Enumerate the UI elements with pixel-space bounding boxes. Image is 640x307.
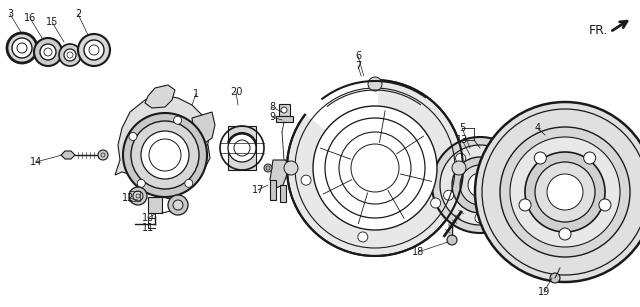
Circle shape: [599, 199, 611, 211]
Text: 12: 12: [122, 193, 134, 203]
Text: 17: 17: [252, 185, 264, 195]
Text: 2: 2: [75, 9, 81, 19]
Circle shape: [494, 153, 504, 163]
Text: 8: 8: [269, 102, 275, 112]
Circle shape: [78, 34, 110, 66]
Circle shape: [281, 107, 287, 113]
Circle shape: [7, 33, 37, 63]
Circle shape: [432, 137, 528, 233]
Circle shape: [460, 165, 500, 205]
Circle shape: [431, 198, 440, 208]
Circle shape: [534, 152, 547, 164]
Polygon shape: [61, 151, 75, 159]
Text: 11: 11: [142, 223, 154, 233]
Circle shape: [123, 113, 207, 197]
Polygon shape: [145, 85, 175, 108]
Circle shape: [133, 191, 143, 201]
Polygon shape: [280, 185, 286, 202]
Circle shape: [447, 235, 457, 245]
Circle shape: [510, 137, 620, 247]
Circle shape: [468, 173, 492, 197]
Polygon shape: [270, 160, 288, 188]
Circle shape: [64, 49, 76, 61]
Circle shape: [339, 132, 411, 204]
Polygon shape: [115, 95, 210, 192]
Circle shape: [301, 175, 311, 185]
Text: 14: 14: [30, 157, 42, 167]
Circle shape: [519, 199, 531, 211]
Circle shape: [525, 152, 605, 232]
Polygon shape: [188, 145, 210, 170]
Circle shape: [34, 38, 62, 66]
Circle shape: [131, 121, 199, 189]
Circle shape: [358, 232, 368, 242]
Circle shape: [559, 228, 571, 240]
Text: 9: 9: [269, 112, 275, 122]
Circle shape: [368, 77, 382, 91]
Circle shape: [535, 162, 595, 222]
Text: 10: 10: [142, 213, 154, 223]
Text: 13: 13: [456, 135, 468, 145]
Circle shape: [59, 44, 81, 66]
Text: 7: 7: [355, 61, 361, 71]
Circle shape: [40, 44, 56, 60]
Circle shape: [444, 190, 454, 200]
Polygon shape: [192, 112, 215, 143]
Circle shape: [550, 273, 560, 283]
Wedge shape: [303, 76, 378, 168]
Text: 6: 6: [355, 51, 361, 61]
Text: 16: 16: [24, 13, 36, 23]
Circle shape: [84, 40, 104, 60]
Text: 18: 18: [412, 247, 424, 257]
Circle shape: [137, 179, 145, 187]
Circle shape: [129, 187, 147, 205]
Text: 19: 19: [538, 287, 550, 297]
Polygon shape: [279, 104, 290, 116]
Polygon shape: [148, 197, 162, 213]
Circle shape: [500, 127, 630, 257]
Circle shape: [185, 179, 193, 187]
Circle shape: [475, 102, 640, 282]
Circle shape: [287, 80, 463, 256]
Circle shape: [228, 134, 256, 162]
Text: 1: 1: [193, 89, 199, 99]
Polygon shape: [276, 116, 293, 122]
Circle shape: [506, 190, 516, 200]
Circle shape: [284, 161, 298, 175]
Circle shape: [168, 195, 188, 215]
Text: 15: 15: [46, 17, 58, 27]
Circle shape: [584, 152, 596, 164]
Text: FR.: FR.: [588, 24, 608, 37]
Text: 3: 3: [7, 9, 13, 19]
Circle shape: [456, 153, 466, 163]
Circle shape: [440, 145, 520, 225]
Circle shape: [173, 116, 182, 124]
Circle shape: [173, 200, 183, 210]
Circle shape: [141, 131, 189, 179]
Polygon shape: [228, 126, 256, 170]
Text: 4: 4: [535, 123, 541, 133]
Circle shape: [98, 150, 108, 160]
Text: 20: 20: [230, 87, 242, 97]
Circle shape: [452, 157, 508, 213]
Circle shape: [547, 174, 583, 210]
Circle shape: [313, 106, 437, 230]
Polygon shape: [270, 180, 276, 200]
Text: 5: 5: [459, 123, 465, 133]
Circle shape: [12, 38, 32, 58]
Circle shape: [452, 161, 466, 175]
Circle shape: [264, 164, 272, 172]
Circle shape: [475, 213, 485, 223]
Circle shape: [129, 133, 137, 141]
